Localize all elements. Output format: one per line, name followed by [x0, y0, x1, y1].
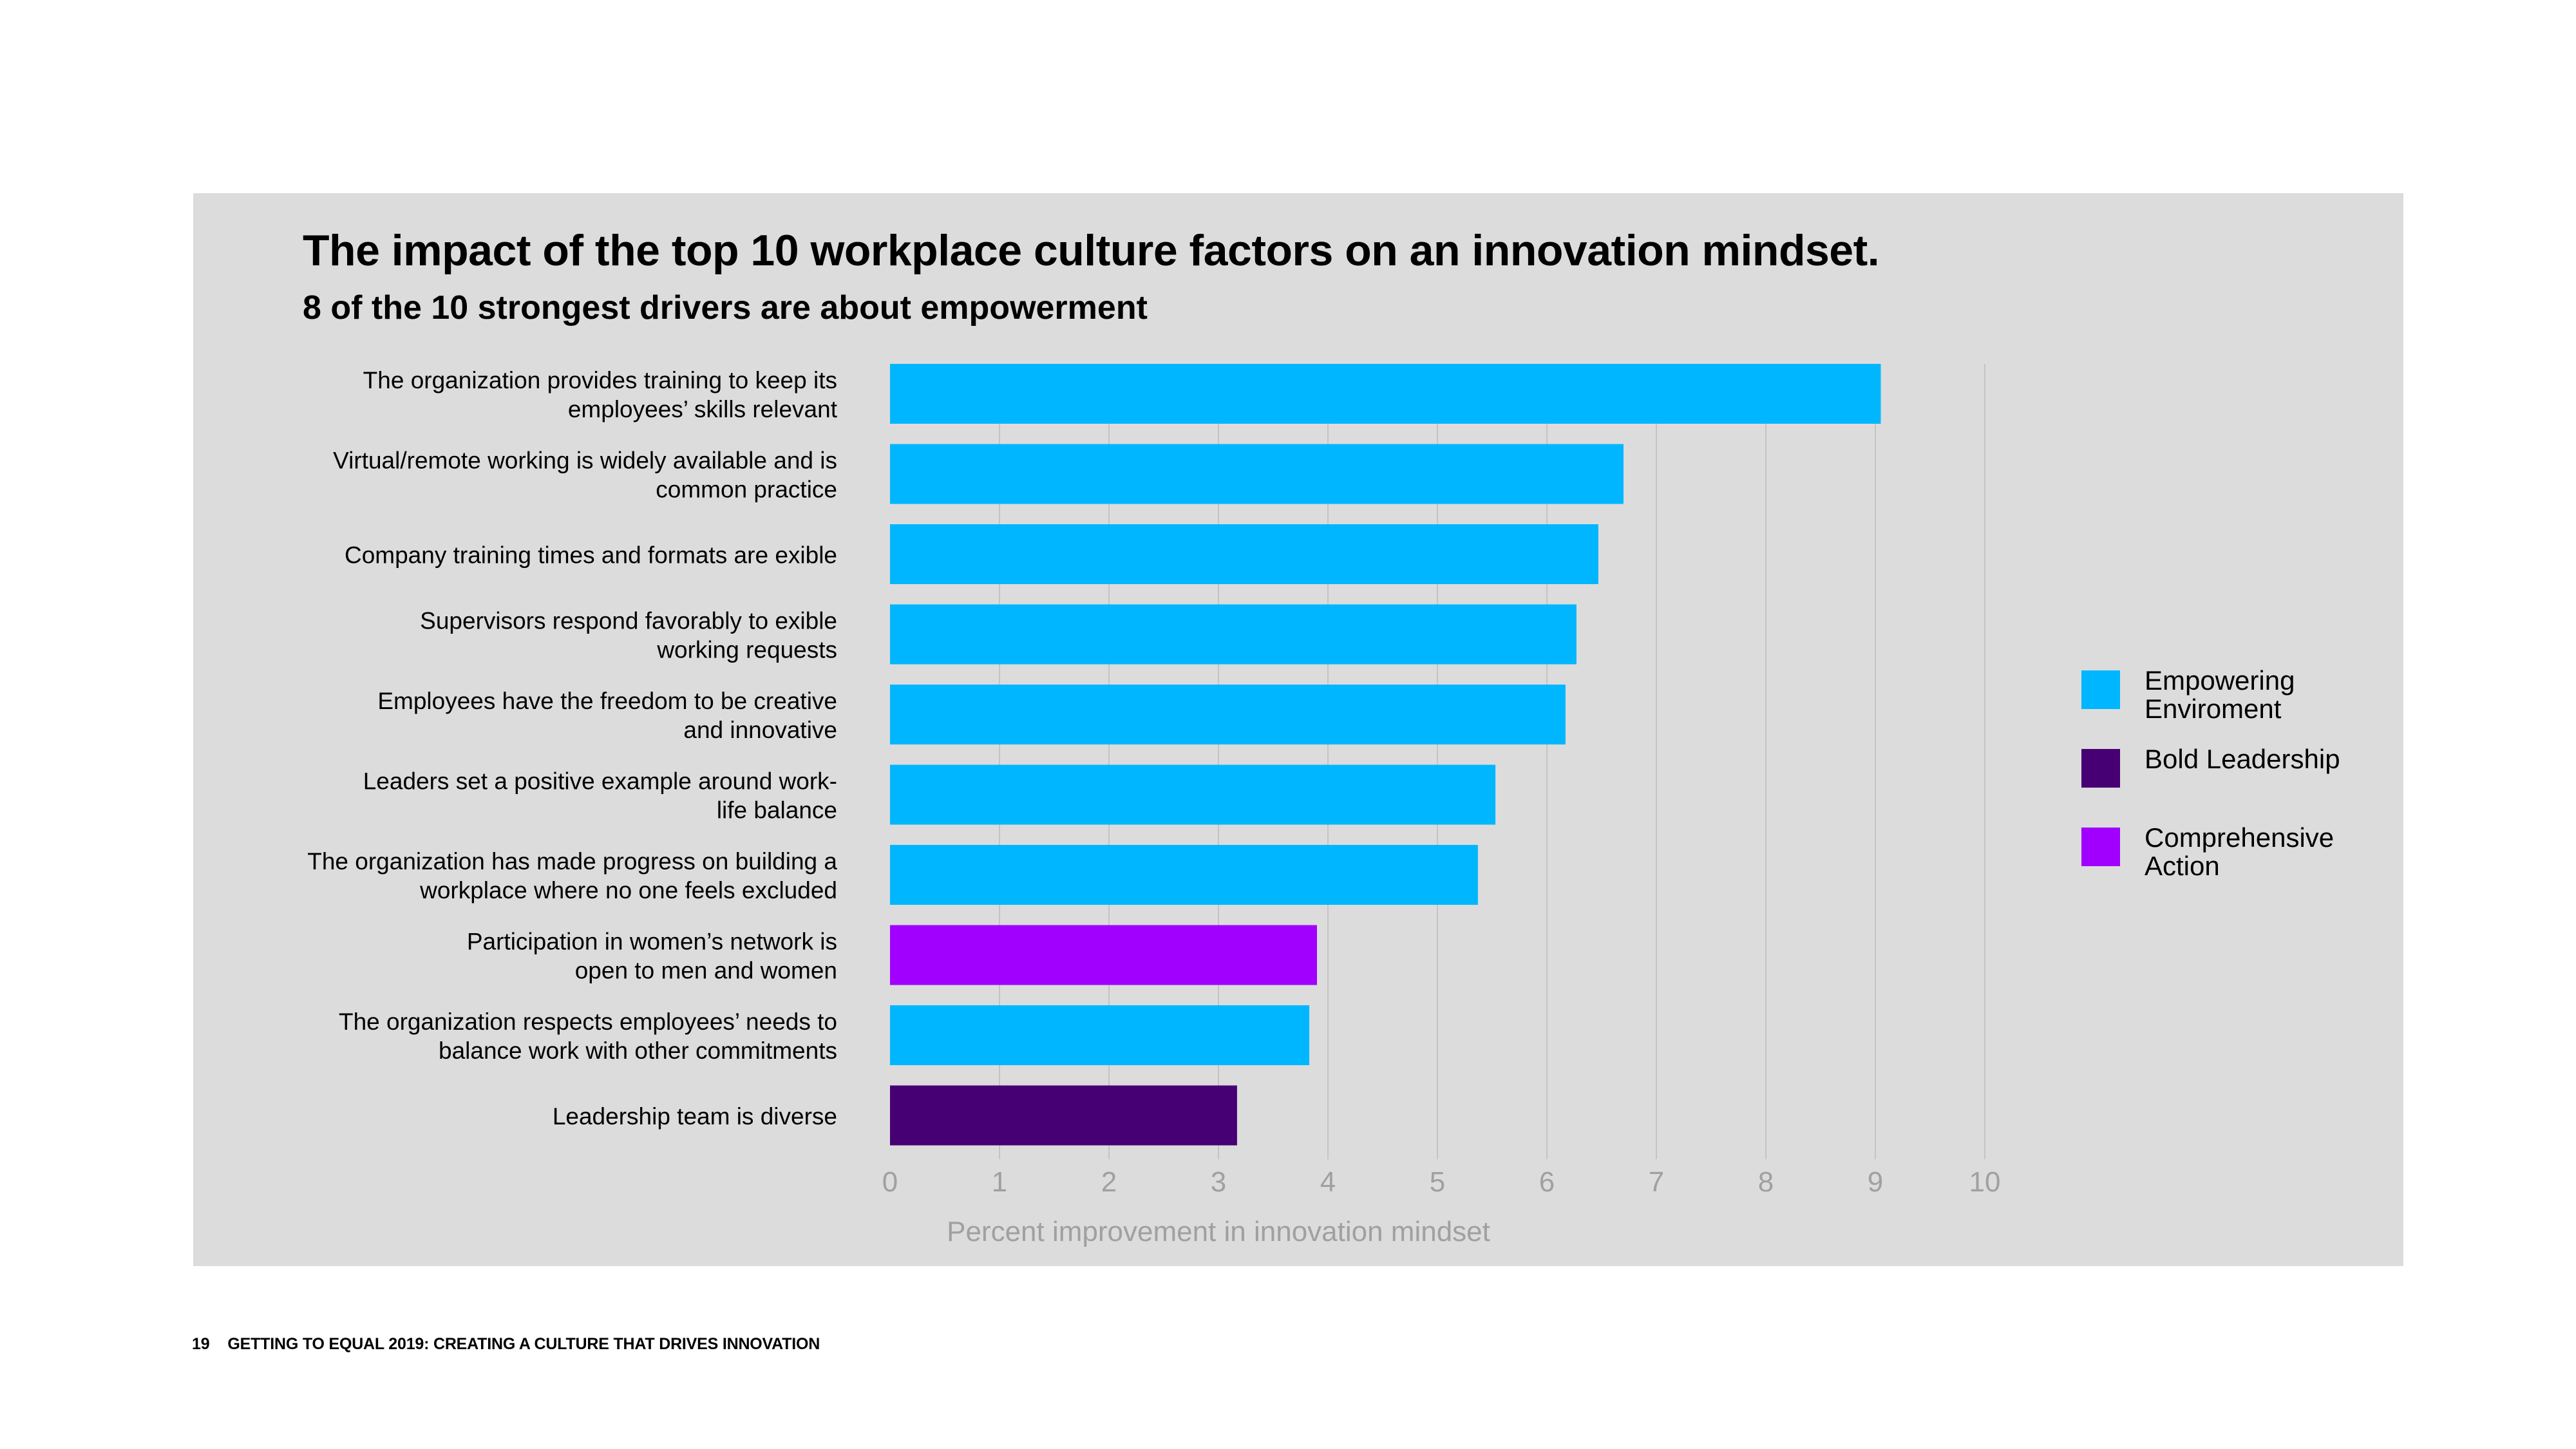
bar-label-4-line-1: Supervisors respond favorably to exible	[420, 608, 837, 634]
bar-label-10-line-1: Leadership team is diverse	[553, 1103, 837, 1130]
x-tick-label-4: 4	[1320, 1166, 1336, 1198]
legend-item-comprehensive: Comprehensive Action	[2081, 824, 2378, 888]
bar-label-8-line-2: open to men and women	[575, 958, 837, 984]
legend-label-empowering: Empowering Enviroment	[2145, 665, 2295, 724]
bar-label-3-line-1: Company training times and formats are e…	[345, 542, 837, 569]
bar-3	[890, 524, 1598, 584]
page-number: 19	[192, 1335, 210, 1353]
legend-label-comprehensive: Comprehensive Action	[2145, 822, 2334, 881]
bar-7	[890, 845, 1478, 905]
x-tick-label-0: 0	[882, 1166, 898, 1198]
x-tick-label-7: 7	[1649, 1166, 1664, 1198]
legend-item-empowering: Empowering Enviroment	[2081, 667, 2378, 731]
bar-label-2-line-1: Virtual/remote working is widely availab…	[333, 448, 837, 474]
bar-label-5-line-2: and innovative	[683, 717, 837, 743]
bar-label-9-line-2: balance work with other commitments	[439, 1037, 837, 1064]
bar-label-7-line-1: The organization has made progress on bu…	[307, 848, 837, 875]
bar-4	[890, 604, 1577, 665]
legend-item-bold: Bold Leadership	[2081, 745, 2378, 810]
bar-6	[890, 764, 1496, 825]
bar-label-2-line-2: common practice	[656, 477, 837, 503]
bar-label-9-line-1: The organization respects employees’ nee…	[339, 1009, 837, 1035]
legend-label-bold: Bold Leadership	[2145, 744, 2340, 774]
bar-label-7-line-2: workplace where no one feels excluded	[419, 877, 837, 904]
legend-swatch-comprehensive	[2081, 828, 2120, 866]
bar-label-4-line-2: working requests	[656, 637, 837, 663]
bar-label-5-line-1: Employees have the freedom to be creativ…	[377, 688, 837, 714]
legend-swatch-empowering	[2081, 670, 2120, 709]
x-tick-label-2: 2	[1101, 1166, 1117, 1198]
bar-1	[890, 364, 1881, 424]
legend: Empowering Enviroment Bold Leadership Co…	[2081, 667, 2378, 902]
bar-chart: The organization provides training to ke…	[307, 364, 2001, 1247]
bar-label-1-line-1: The organization provides training to ke…	[363, 367, 837, 393]
bar-label-6-line-2: life balance	[717, 797, 837, 824]
x-tick-label-3: 3	[1211, 1166, 1226, 1198]
x-tick-label-6: 6	[1539, 1166, 1555, 1198]
bar-10	[890, 1085, 1237, 1146]
bar-label-1-line-2: employees’ skills relevant	[568, 396, 838, 422]
x-tick-label-1: 1	[992, 1166, 1007, 1198]
chart-subtitle: 8 of the 10 strongest drivers are about …	[303, 289, 1148, 327]
bar-2	[890, 444, 1624, 504]
x-tick-label-10: 10	[1969, 1166, 2001, 1198]
footer-text: GETTING TO EQUAL 2019: CREATING A CULTUR…	[227, 1335, 820, 1353]
bar-8	[890, 925, 1317, 985]
bar-5	[890, 685, 1566, 744]
x-axis-label: Percent improvement in innovation mindse…	[947, 1216, 1490, 1247]
bar-label-6-line-1: Leaders set a positive example around wo…	[363, 768, 837, 795]
x-tick-label-8: 8	[1758, 1166, 1774, 1198]
bar-9	[890, 1005, 1310, 1065]
bar-label-8-line-1: Participation in women’s network is	[467, 929, 837, 955]
chart-panel: The impact of the top 10 workplace cultu…	[193, 193, 2403, 1266]
x-tick-label-5: 5	[1430, 1166, 1445, 1198]
legend-swatch-bold	[2081, 749, 2120, 788]
x-tick-label-9: 9	[1868, 1166, 1883, 1198]
footer: 19 GETTING TO EQUAL 2019: CREATING A CULT…	[192, 1335, 820, 1354]
chart-title: The impact of the top 10 workplace cultu…	[303, 226, 1880, 275]
